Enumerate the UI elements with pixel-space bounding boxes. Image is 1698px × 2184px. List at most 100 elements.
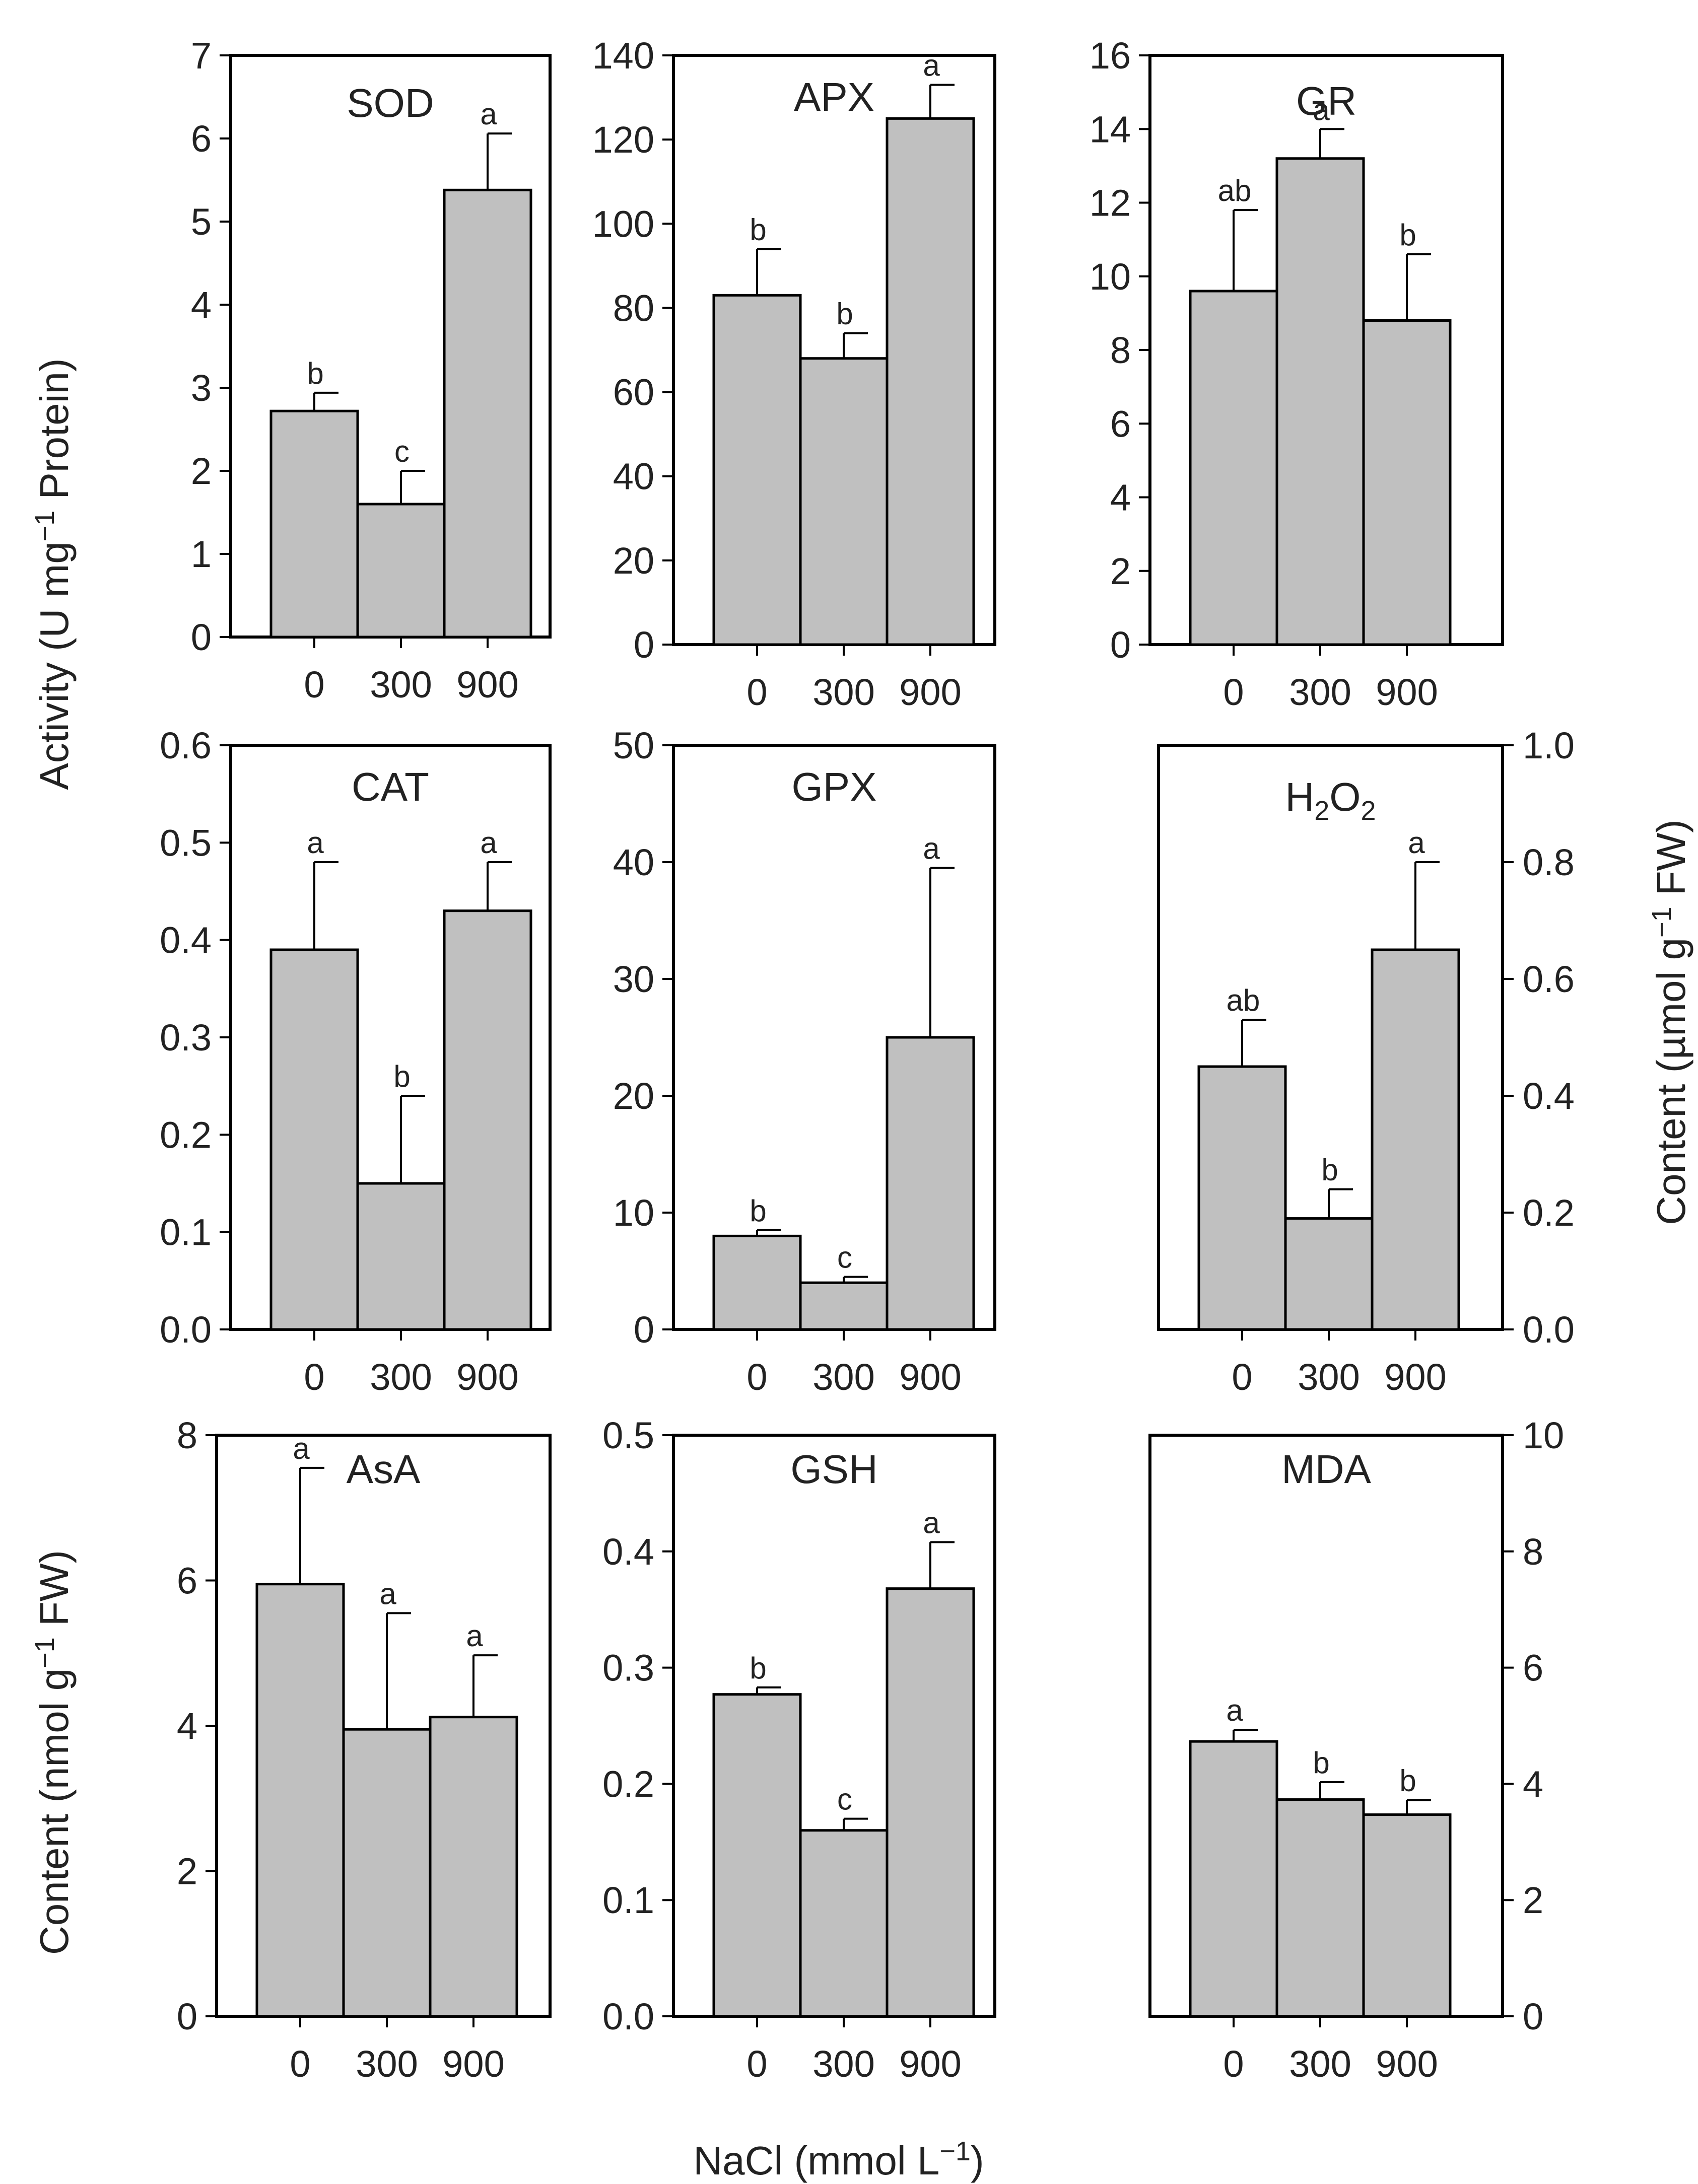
chart-5-y-tick-label-2: 0.4 [1523,1075,1575,1117]
chart-1: 0 20 40 60 80 100 120 140 b 0 b 300 a 900 APX [592,35,996,713]
chart-1-y-tick-label-0: 0 [634,624,654,666]
chart-3-letter-1: b [393,1060,410,1093]
chart-0-y-tick-label-5: 5 [191,201,212,243]
chart-7-y-tick-label-2: 0.2 [602,1763,654,1805]
chart-1-x-tick-label-0: 0 [746,671,767,713]
chart-3-y-tick-label-1: 0.1 [160,1212,212,1253]
chart-8-y-tick-label-0: 0 [1523,1996,1543,2037]
chart-3-x-tick-label-2: 900 [456,1356,518,1398]
chart-6-bar-1 [342,1728,432,2018]
chart-8: 0 2 4 6 8 10 a 0 b 300 b 900 MDA [1148,1415,1564,2085]
chart-1-y-tick-label-5: 100 [592,203,654,245]
chart-0-y-tick-label-6: 6 [191,118,212,160]
chart-7-x-tick-label-2: 900 [899,2043,961,2085]
chart-3-y-tick-label-6: 0.6 [160,725,212,766]
chart-1-bar-2 [886,117,975,646]
chart-7-y-tick-label-3: 0.3 [602,1647,654,1689]
chart-4-letter-1: c [837,1241,852,1275]
chart-7-y-tick-label-4: 0.4 [602,1531,654,1573]
chart-1-y-tick-label-7: 140 [592,35,654,77]
chart-6-y-tick-label-2: 4 [177,1705,197,1747]
chart-1-y-tick-label-6: 120 [592,119,654,161]
chart-4-letter-0: b [750,1194,766,1228]
chart-8-bar-1 [1275,1798,1365,2018]
chart-2-y-tick-label-0: 0 [1110,624,1131,666]
chart-7-y-tick-label-5: 0.5 [602,1415,654,1456]
chart-2: 0 2 4 6 8 10 12 14 16 ab 0 a 300 b 900 GR [1090,35,1504,713]
chart-0-y-tick-label-7: 7 [191,35,212,77]
chart-5-x-tick-label-1: 300 [1298,1356,1360,1398]
chart-0-letter-2: a [480,97,497,131]
chart-4-letter-2: a [923,832,940,866]
chart-1-y-tick-label-4: 80 [613,287,654,329]
chart-3-bar-2 [443,909,532,1331]
chart-2-y-tick-label-6: 12 [1090,182,1131,224]
chart-2-x-tick-label-1: 300 [1289,671,1351,713]
chart-1-x-tick-label-1: 300 [812,671,874,713]
chart-4-x-tick-label-0: 0 [746,1356,767,1398]
chart-7-x-tick-label-0: 0 [746,2043,767,2085]
chart-5-bar-1 [1284,1217,1374,1331]
chart-2-letter-2: b [1399,218,1416,252]
chart-1-bar-0 [712,294,802,646]
chart-7-letter-2: a [923,1506,940,1539]
chart-4-x-tick-label-2: 900 [899,1356,961,1398]
chart-7-bar-1 [799,1829,889,2018]
right-ylabel-content: Content (µmol g−1 FW) [1647,819,1693,1225]
chart-5-letter-2: a [1408,826,1425,860]
chart-6-x-tick-label-1: 300 [356,2043,418,2085]
chart-2-bar-1 [1275,157,1365,646]
chart-0-y-tick-label-2: 2 [191,450,212,492]
chart-6: 0 2 4 6 8 a 0 a 300 a 900 AsA [177,1415,552,2085]
chart-0-letter-0: b [307,357,323,390]
chart-1-y-tick-label-2: 40 [613,456,654,498]
chart-6-y-tick-label-1: 2 [177,1851,197,1892]
chart-0-x-tick-label-1: 300 [370,664,432,706]
chart-7-bar-2 [886,1587,975,2018]
chart-0: 0 1 2 3 4 5 6 7 b 0 c 300 a 900 SOD [191,35,552,706]
chart-6-y-tick-label-0: 0 [177,1996,197,2037]
chart-0-x-tick-label-0: 0 [304,664,324,706]
chart-0-title: SOD [347,81,434,125]
chart-0-y-tick-label-1: 1 [191,533,212,575]
chart-3-y-tick-label-3: 0.3 [160,1017,212,1059]
chart-2-bar-0 [1189,290,1278,646]
chart-4-y-tick-label-3: 30 [613,958,654,1000]
left-ylabel-content: Content (nmol g−1 FW) [30,1550,77,1955]
chart-3-title: CAT [352,764,429,809]
chart-8-letter-1: b [1313,1746,1329,1780]
chart-7-letter-1: c [837,1783,852,1816]
chart-0-y-tick-label-0: 0 [191,616,212,658]
chart-7-title: GSH [790,1447,877,1492]
chart-0-bar-1 [356,503,446,639]
chart-7-y-tick-label-0: 0.0 [602,1996,654,2037]
chart-8-bar-2 [1362,1813,1452,2018]
chart-2-y-tick-label-8: 16 [1090,35,1131,77]
chart-6-y-tick-label-3: 6 [177,1560,197,1602]
chart-1-letter-0: b [750,213,766,246]
chart-5-bar-0 [1197,1065,1287,1331]
x-axis-title: NaCl (mmol L−1) [693,2136,984,2183]
chart-4-y-tick-label-5: 50 [613,725,654,766]
chart-6-bar-2 [429,1716,518,2018]
chart-1-letter-2: a [923,49,940,83]
chart-8-y-tick-label-1: 2 [1523,1879,1543,1921]
chart-0-y-tick-label-4: 4 [191,284,212,326]
chart-8-title: MDA [1281,1447,1371,1492]
chart-5-y-tick-label-1: 0.2 [1523,1192,1575,1234]
chart-0-bar-2 [443,188,532,639]
chart-5-bar-2 [1371,948,1460,1331]
chart-2-y-tick-label-3: 6 [1110,403,1131,445]
chart-3-letter-2: a [480,826,497,860]
chart-4-y-tick-label-0: 0 [634,1309,654,1351]
chart-1-x-tick-label-2: 900 [899,671,961,713]
chart-8-bar-0 [1189,1740,1278,2018]
chart-7-bar-0 [712,1693,802,2018]
chart-5-letter-1: b [1321,1153,1338,1187]
chart-8-y-tick-label-2: 4 [1523,1763,1543,1805]
chart-3-x-tick-label-0: 0 [304,1356,324,1398]
panels: 01234567b0c300a900SOD020406080100120140b… [160,35,1575,2085]
chart-4-bar-2 [886,1036,975,1331]
chart-4-y-tick-label-1: 10 [613,1192,654,1234]
